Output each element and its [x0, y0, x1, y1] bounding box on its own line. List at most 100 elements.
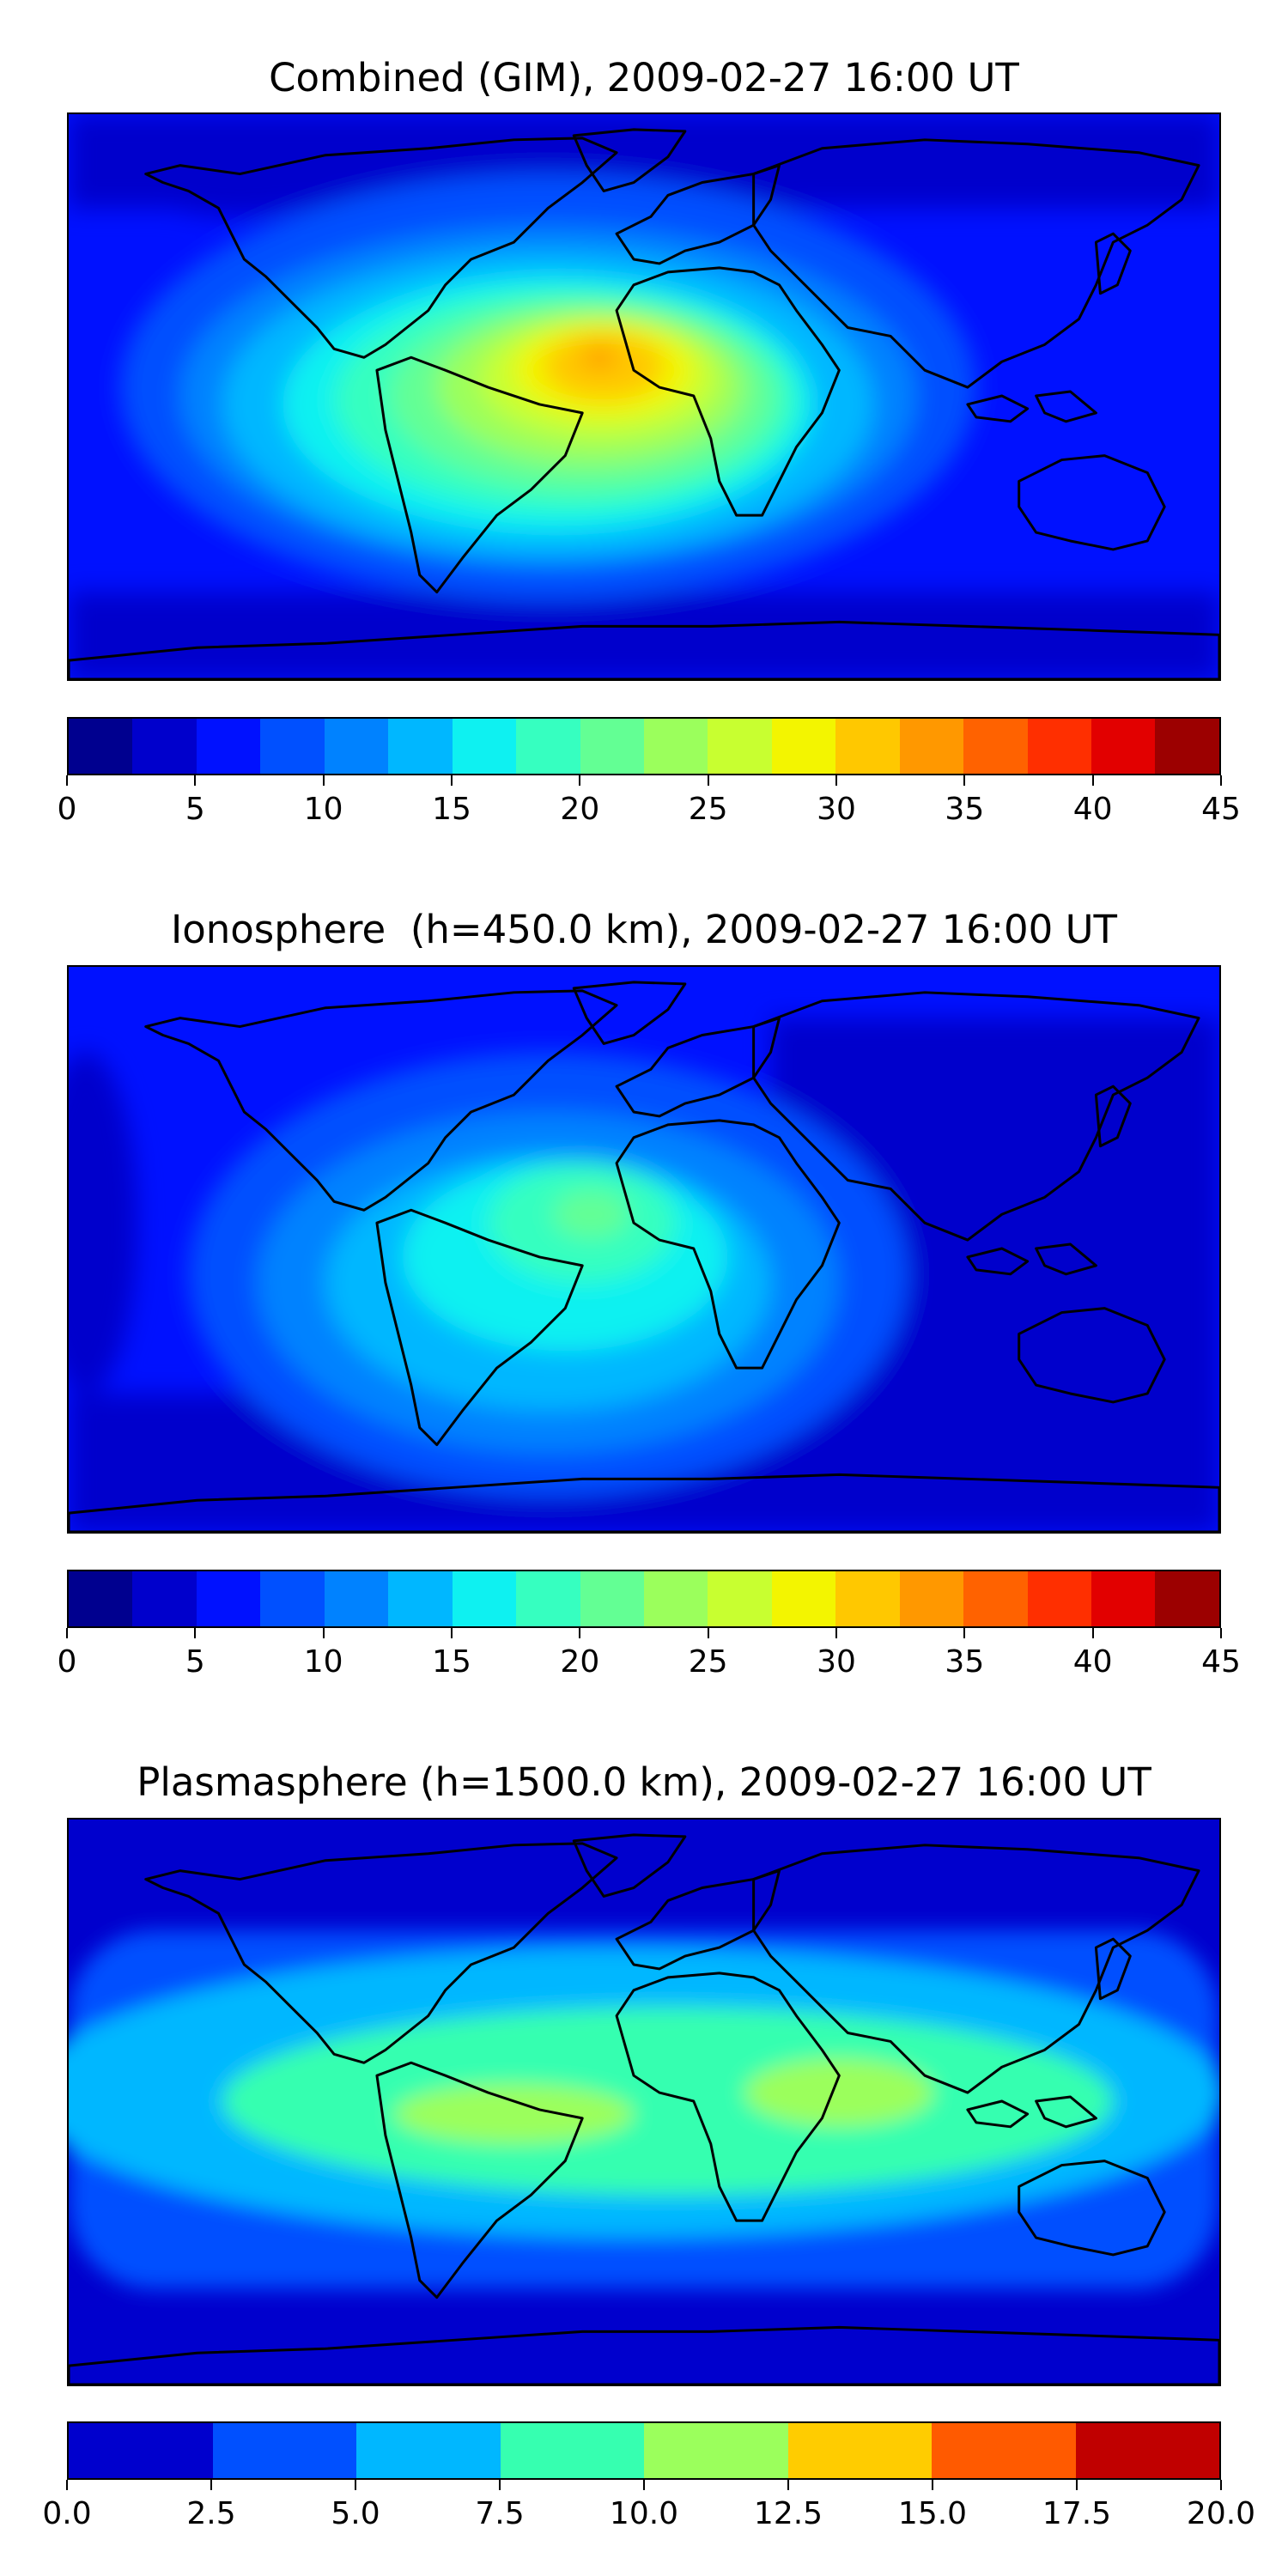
colorbar-segment: [196, 719, 261, 774]
colorbar-tick-label: 0.0: [42, 2496, 92, 2531]
colorbar-segment: [1027, 1571, 1091, 1626]
colorbar-tick-label: 25: [688, 1644, 728, 1680]
colorbar-tick: [66, 1628, 68, 1638]
colorbar-segment: [1027, 719, 1091, 774]
colorbar-tick: [835, 775, 837, 786]
colorbar-tick: [322, 775, 325, 786]
colorbar-segment: [196, 1571, 261, 1626]
colorbar-tick: [66, 775, 68, 786]
colorbar-segment: [932, 2423, 1076, 2478]
colorbar-tick-label: 0: [57, 792, 77, 827]
colorbar-tick: [1076, 2480, 1078, 2490]
colorbar-tick: [963, 1628, 966, 1638]
colorbar-tick-label: 20: [560, 1644, 600, 1680]
colorbar-tick: [932, 2480, 933, 2490]
colorbar-tick-label: 5: [185, 792, 205, 827]
tec-map-combined: [67, 112, 1221, 681]
colorbar-segment: [963, 719, 1028, 774]
colorbar-tick: [963, 775, 966, 786]
colorbar-segment: [835, 719, 900, 774]
colorbar-tick-label: 10: [303, 1644, 343, 1680]
colorbar-segment: [1091, 1571, 1156, 1626]
colorbar-tick-label: 40: [1072, 1644, 1113, 1680]
colorbar-tick: [194, 1628, 197, 1638]
colorbar-segment: [643, 1571, 708, 1626]
colorbar-tick: [643, 2480, 645, 2490]
colorbar-segment: [643, 719, 708, 774]
colorbar-tick-label: 10.0: [609, 2496, 679, 2531]
colorbar-tick: [451, 775, 453, 786]
colorbar-segment: [516, 719, 580, 774]
colorbar-tick: [66, 2480, 68, 2490]
colorbar-ionosphere: [67, 1570, 1221, 1628]
colorbar-combined: [67, 717, 1221, 775]
colorbar-ticks-ionosphere: 0 5 10 15 20 25 30 35 40 45: [58, 1628, 1241, 1680]
colorbar-plasmasphere: [67, 2421, 1221, 2480]
colorbar-tick: [707, 1628, 709, 1638]
colorbar-segment: [787, 2423, 932, 2478]
colorbar-tick-label: 12.5: [753, 2496, 823, 2531]
colorbar-tick: [355, 2480, 356, 2490]
colorbar-segment: [1155, 719, 1219, 774]
colorbar-segment: [899, 1571, 964, 1626]
colorbar-segment: [132, 719, 197, 774]
colorbar-tick-label: 15: [432, 1644, 471, 1680]
colorbar-segment: [1155, 1571, 1219, 1626]
colorbar-tick-label: 35: [945, 1644, 985, 1680]
colorbar-tick-label: 0: [57, 1644, 77, 1680]
colorbar-segment: [260, 719, 325, 774]
colorbar-segment: [69, 719, 133, 774]
colorbar-segment: [388, 719, 453, 774]
colorbar-segment: [452, 719, 517, 774]
colorbar-segment: [324, 1571, 389, 1626]
colorbar-tick-label: 2.5: [186, 2496, 236, 2531]
colorbar-tick-label: 40: [1072, 792, 1113, 827]
tec-map-ionosphere: [67, 965, 1221, 1534]
colorbar-tick: [1220, 775, 1222, 786]
colorbar-segment: [324, 719, 389, 774]
colorbar-tick: [194, 775, 197, 786]
colorbar-ticks-combined: 0 5 10 15 20 25 30 35 40 45: [58, 775, 1241, 827]
colorbar-tick: [707, 775, 709, 786]
colorbar-segment: [388, 1571, 453, 1626]
tec-map-plasmasphere: [67, 1818, 1221, 2386]
colorbar-tick: [579, 775, 581, 786]
colorbar-segment: [1075, 2423, 1219, 2478]
colorbar-tick-label: 10: [303, 792, 343, 827]
colorbar-segment: [835, 1571, 900, 1626]
colorbar-tick-label: 5: [185, 1644, 205, 1680]
colorbar-segment: [580, 719, 644, 774]
colorbar-tick: [835, 1628, 837, 1638]
map-title-plasmasphere: Plasmasphere (h=1500.0 km), 2009-02-27 1…: [137, 1759, 1151, 1805]
colorbar-segment: [132, 1571, 197, 1626]
colorbar-tick-label: 20.0: [1186, 2496, 1256, 2531]
map-title-combined: Combined (GIM), 2009-02-27 16:00 UT: [269, 55, 1019, 100]
colorbar-tick: [579, 1628, 581, 1638]
colorbar-tick: [1091, 1628, 1094, 1638]
colorbar-segment: [500, 2423, 644, 2478]
colorbar-ticks-plasmasphere: 0.0 2.5 5.0 7.5 10.0 12.5 15.0 17.5 20.0: [42, 2480, 1255, 2531]
colorbar-tick-label: 30: [817, 792, 856, 827]
colorbar-tick: [322, 1628, 325, 1638]
colorbar-segment: [580, 1571, 644, 1626]
colorbar-segment: [516, 1571, 580, 1626]
colorbar-segment: [452, 1571, 517, 1626]
colorbar-segment: [708, 1571, 772, 1626]
colorbar-segment: [69, 1571, 133, 1626]
map-title-ionosphere: Ionosphere (h=450.0 km), 2009-02-27 16:0…: [170, 907, 1118, 952]
colorbar-tick: [451, 1628, 453, 1638]
colorbar-tick: [499, 2480, 501, 2490]
colorbar-segment: [69, 2423, 213, 2478]
colorbar-tick-label: 20: [560, 792, 600, 827]
colorbar-segment: [356, 2423, 501, 2478]
colorbar-tick-label: 15: [432, 792, 471, 827]
colorbar-segment: [963, 1571, 1028, 1626]
colorbar-tick-label: 30: [817, 1644, 856, 1680]
colorbar-segment: [644, 2423, 788, 2478]
colorbar-tick-label: 35: [945, 792, 985, 827]
colorbar-segment: [708, 719, 772, 774]
colorbar-tick: [210, 2480, 212, 2490]
colorbar-tick-label: 15.0: [897, 2496, 968, 2531]
colorbar-tick: [1220, 2480, 1222, 2490]
colorbar-segment: [771, 719, 836, 774]
